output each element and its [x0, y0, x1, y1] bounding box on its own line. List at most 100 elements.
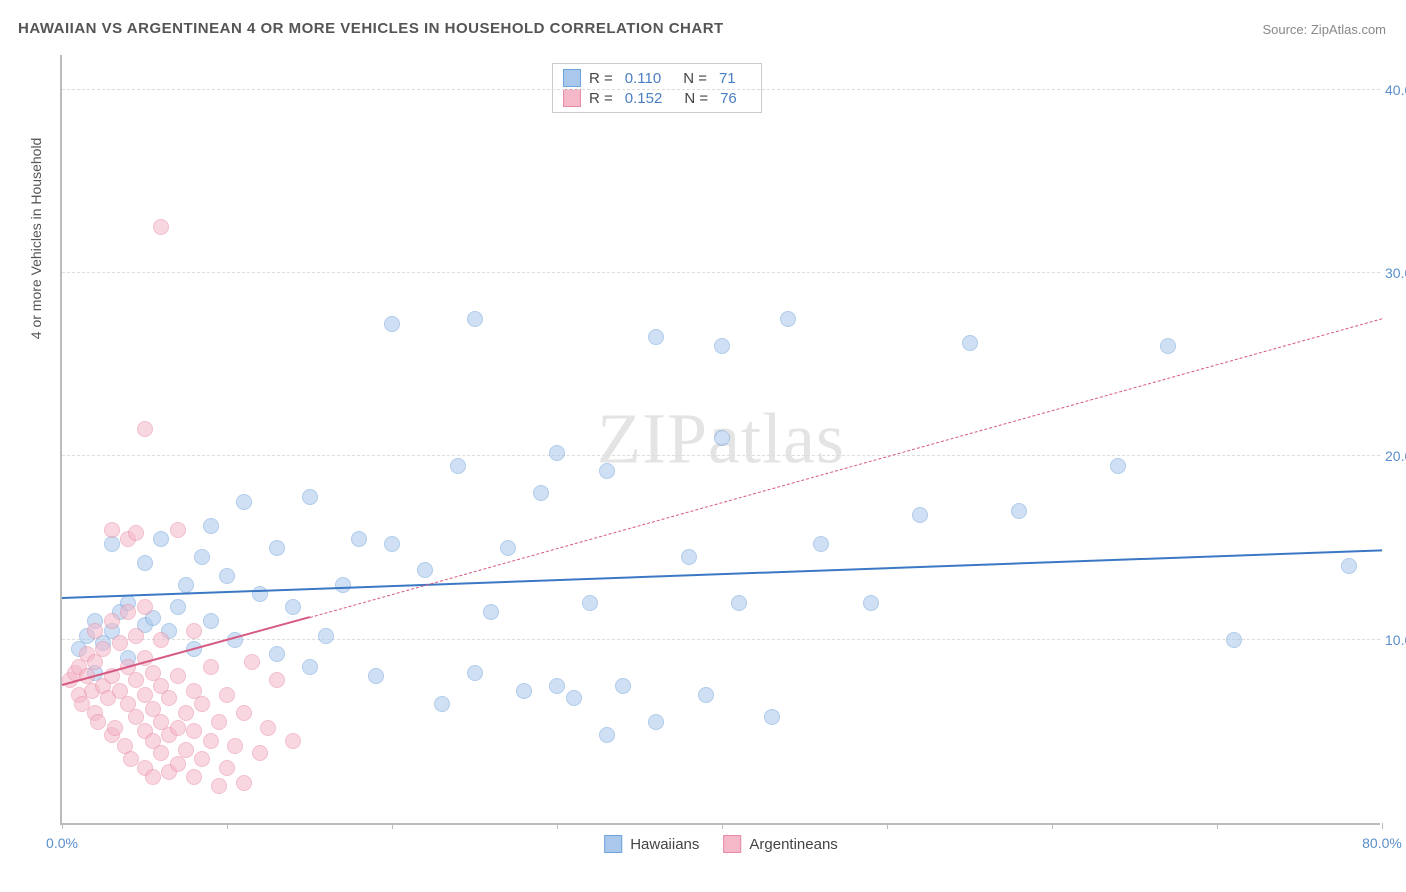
- scatter-point: [112, 635, 128, 651]
- legend-r-value: 0.110: [625, 70, 661, 87]
- y-tick-label: 10.0%: [1385, 632, 1406, 648]
- legend-bottom: Hawaiians Argentineans: [604, 835, 838, 853]
- scatter-point: [170, 599, 186, 615]
- scatter-point: [186, 769, 202, 785]
- y-tick-label: 20.0%: [1385, 448, 1406, 464]
- scatter-point: [170, 720, 186, 736]
- scatter-point: [178, 742, 194, 758]
- scatter-point: [1341, 558, 1357, 574]
- scatter-point: [285, 599, 301, 615]
- legend-item-label: Hawaiians: [630, 836, 699, 853]
- scatter-point: [137, 555, 153, 571]
- legend-bottom-item: Hawaiians: [604, 835, 699, 853]
- scatter-point: [153, 219, 169, 235]
- x-tick: [557, 823, 558, 829]
- scatter-point: [153, 745, 169, 761]
- scatter-point: [161, 690, 177, 706]
- scatter-point: [912, 507, 928, 523]
- legend-n-label: N =: [683, 70, 707, 87]
- scatter-point: [252, 586, 268, 602]
- scatter-point: [351, 531, 367, 547]
- scatter-point: [90, 714, 106, 730]
- scatter-point: [450, 458, 466, 474]
- scatter-point: [533, 485, 549, 501]
- x-tick: [227, 823, 228, 829]
- scatter-point: [153, 632, 169, 648]
- scatter-point: [764, 709, 780, 725]
- legend-n-value: 76: [720, 90, 737, 107]
- scatter-point: [813, 536, 829, 552]
- scatter-point: [145, 769, 161, 785]
- scatter-point: [615, 678, 631, 694]
- x-tick: [722, 823, 723, 829]
- scatter-point: [153, 531, 169, 547]
- scatter-point: [203, 659, 219, 675]
- scatter-point: [120, 604, 136, 620]
- scatter-point: [599, 727, 615, 743]
- scatter-point: [104, 522, 120, 538]
- scatter-point: [211, 778, 227, 794]
- scatter-point: [269, 672, 285, 688]
- legend-n-label: N =: [684, 90, 708, 107]
- scatter-point: [194, 696, 210, 712]
- scatter-point: [211, 714, 227, 730]
- scatter-point: [170, 756, 186, 772]
- scatter-point: [500, 540, 516, 556]
- scatter-point: [417, 562, 433, 578]
- scatter-point: [599, 463, 615, 479]
- scatter-point: [467, 311, 483, 327]
- scatter-point: [302, 489, 318, 505]
- legend-r-label: R =: [589, 70, 613, 87]
- scatter-point: [549, 678, 565, 694]
- legend-swatch: [563, 89, 581, 107]
- scatter-point: [681, 549, 697, 565]
- scatter-point: [128, 672, 144, 688]
- scatter-point: [203, 518, 219, 534]
- scatter-point: [648, 714, 664, 730]
- scatter-point: [219, 568, 235, 584]
- scatter-point: [104, 613, 120, 629]
- scatter-point: [137, 599, 153, 615]
- scatter-point: [95, 641, 111, 657]
- scatter-point: [178, 705, 194, 721]
- scatter-point: [227, 738, 243, 754]
- scatter-point: [128, 709, 144, 725]
- chart-title: HAWAIIAN VS ARGENTINEAN 4 OR MORE VEHICL…: [18, 20, 724, 37]
- x-tick-label: 0.0%: [46, 835, 78, 851]
- scatter-point: [516, 683, 532, 699]
- legend-swatch: [723, 835, 741, 853]
- scatter-point: [714, 338, 730, 354]
- plot-area: ZIPatlas R =0.110N =71R =0.152N =76 Hawa…: [60, 55, 1380, 825]
- legend-top-row: R = 0.110 N = 71: [563, 68, 751, 88]
- x-tick: [1217, 823, 1218, 829]
- scatter-point: [219, 760, 235, 776]
- scatter-point: [186, 723, 202, 739]
- scatter-point: [962, 335, 978, 351]
- legend-r-value: 0.152: [625, 90, 663, 107]
- source-label: Source: ZipAtlas.com: [1262, 22, 1386, 37]
- scatter-point: [137, 687, 153, 703]
- trend-line-dashed: [309, 318, 1382, 618]
- scatter-point: [285, 733, 301, 749]
- scatter-point: [128, 525, 144, 541]
- legend-bottom-item: Argentineans: [723, 835, 837, 853]
- legend-n-value: 71: [719, 70, 736, 87]
- gridline-h: [62, 89, 1380, 90]
- scatter-point: [260, 720, 276, 736]
- scatter-point: [194, 751, 210, 767]
- legend-item-label: Argentineans: [749, 836, 837, 853]
- scatter-point: [566, 690, 582, 706]
- scatter-point: [318, 628, 334, 644]
- x-tick: [392, 823, 393, 829]
- scatter-point: [203, 733, 219, 749]
- scatter-point: [236, 494, 252, 510]
- scatter-point: [549, 445, 565, 461]
- x-tick: [1052, 823, 1053, 829]
- legend-swatch: [604, 835, 622, 853]
- gridline-h: [62, 272, 1380, 273]
- y-tick-label: 40.0%: [1385, 82, 1406, 98]
- scatter-point: [1226, 632, 1242, 648]
- scatter-point: [648, 329, 664, 345]
- scatter-point: [368, 668, 384, 684]
- x-tick: [1382, 823, 1383, 829]
